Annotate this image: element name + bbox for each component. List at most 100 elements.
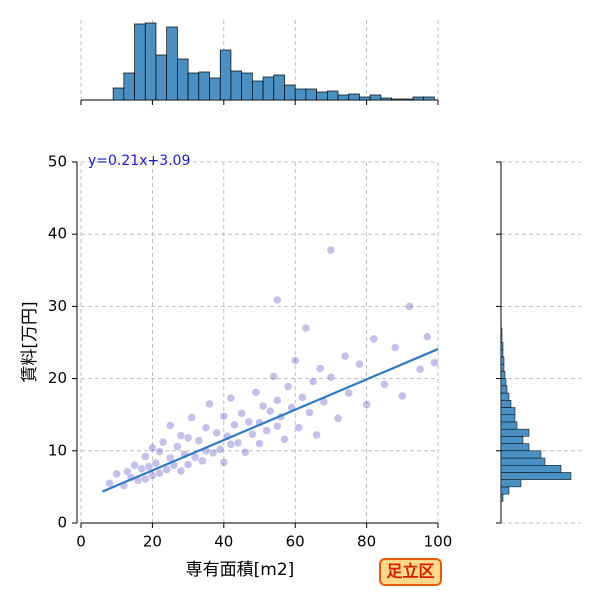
- scatter-point: [130, 460, 139, 470]
- scatter-point: [183, 460, 193, 469]
- scatter-point: [294, 423, 304, 432]
- hist-bar: [134, 23, 146, 101]
- scatter-point: [187, 413, 196, 422]
- scatter-point: [333, 414, 343, 423]
- scatter-point: [262, 426, 271, 435]
- hist-bar: [294, 88, 307, 101]
- hist-bar: [500, 486, 510, 495]
- scatter-point: [255, 439, 264, 448]
- scatter-point: [205, 399, 214, 409]
- hist-bar: [252, 80, 264, 101]
- scatter-point: [362, 400, 371, 409]
- scatter-point: [194, 436, 204, 445]
- scatter-point: [273, 422, 282, 431]
- hist-bar: [500, 472, 572, 480]
- x-tick-label: 80: [357, 533, 376, 551]
- hist-bar: [401, 98, 414, 101]
- hist-bar: [359, 96, 371, 101]
- y-axis-label: 賃料[万円]: [20, 301, 40, 382]
- hist-bar: [500, 371, 506, 379]
- scatter-point: [112, 469, 121, 479]
- hist-bar: [144, 22, 157, 101]
- scatter-point: [215, 445, 225, 454]
- scatter-point: [141, 452, 150, 461]
- hist-bar: [412, 96, 425, 101]
- scatter-point: [415, 364, 425, 374]
- hist-bar: [284, 84, 296, 101]
- scatter-point: [265, 406, 275, 416]
- hist-bar: [209, 77, 221, 101]
- hist-bar: [500, 450, 542, 459]
- hist-bar: [500, 479, 522, 488]
- scatter-point: [162, 465, 171, 474]
- scatter-point: [326, 245, 336, 255]
- hist-bar: [273, 74, 285, 101]
- scatter-point: [158, 437, 168, 447]
- fit-label: y=0.21x+3.09: [88, 153, 190, 169]
- scatter-point: [141, 474, 150, 484]
- scatter-point: [305, 408, 314, 417]
- x-tick-label: 100: [424, 533, 453, 551]
- hist-bar: [380, 97, 392, 101]
- y-tick-label: 10: [48, 441, 67, 459]
- hist-bar: [177, 58, 189, 101]
- y-tick-label: 0: [57, 514, 67, 532]
- hist-bar: [500, 464, 562, 473]
- scatter-point: [148, 443, 157, 453]
- hist-bar: [500, 327, 503, 336]
- scatter-point: [344, 388, 353, 398]
- scatter-point: [233, 438, 243, 448]
- scatter-point: [298, 393, 307, 402]
- scatter-point: [380, 380, 389, 389]
- y-tick-label: 20: [48, 369, 67, 387]
- hist-bar: [500, 400, 512, 408]
- scatter-point: [240, 447, 250, 457]
- hist-bar: [500, 421, 518, 430]
- hist-bar: [500, 342, 504, 350]
- hist-bar: [500, 407, 516, 415]
- scatter-point: [273, 295, 282, 305]
- scatter-point: [340, 351, 350, 361]
- scatter-point: [151, 458, 161, 468]
- scatter-point: [219, 458, 229, 467]
- x-tick-label: 60: [286, 533, 305, 551]
- scatter-point: [398, 391, 407, 401]
- scatter-point: [326, 372, 336, 382]
- scatter-point: [273, 396, 282, 405]
- regression-line: [101, 348, 439, 493]
- hist-bar: [500, 349, 504, 358]
- hist-bar: [305, 88, 317, 101]
- scatter-point: [258, 401, 268, 411]
- hist-bar: [500, 356, 505, 365]
- scatter-point: [237, 409, 246, 418]
- hist-bar: [123, 72, 135, 101]
- hist-bar: [369, 94, 382, 101]
- hist-bar: [391, 98, 403, 101]
- hist-bar: [500, 363, 505, 372]
- scatter-point: [183, 433, 193, 443]
- badge: 足立区: [386, 562, 434, 581]
- scatter-point: [226, 440, 236, 449]
- scatter-point: [176, 431, 186, 440]
- scatter-point: [212, 428, 221, 437]
- hist-bar: [155, 54, 168, 101]
- scatter-point: [269, 372, 279, 381]
- scatter-point: [176, 466, 186, 476]
- scatter-point: [137, 464, 146, 474]
- scatter-point: [173, 442, 182, 451]
- hist-bar: [500, 493, 504, 502]
- scatter-point: [208, 448, 218, 458]
- scatter-point: [423, 332, 432, 341]
- scatter-point: [369, 334, 378, 344]
- scatter-point: [430, 358, 439, 367]
- hist-bar: [337, 94, 350, 101]
- scatter-point: [244, 417, 254, 427]
- hist-bar: [500, 457, 546, 466]
- hist-bar: [500, 378, 507, 387]
- scatter-point: [290, 356, 300, 365]
- scatter-point: [201, 423, 211, 432]
- hist-bar: [500, 385, 508, 394]
- x-tick-label: 40: [214, 533, 233, 551]
- hist-bar: [166, 26, 178, 101]
- y-tick-label: 30: [48, 297, 67, 315]
